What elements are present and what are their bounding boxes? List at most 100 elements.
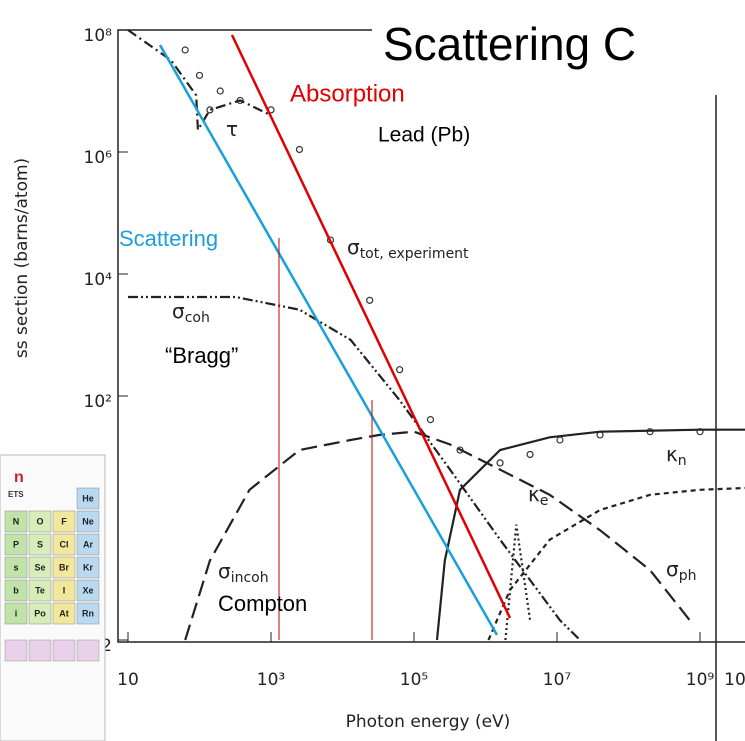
- series-label: τ: [226, 117, 238, 141]
- pt-symbol: O: [36, 516, 43, 526]
- pt-symbol: F: [61, 516, 67, 526]
- pt-cell: [76, 556, 100, 579]
- pt-cell: [28, 579, 52, 602]
- series-subscript: n: [678, 453, 687, 469]
- pt-cell: [76, 487, 100, 510]
- pt-cell: [4, 510, 28, 533]
- pt-cell: [4, 533, 28, 556]
- series-label: κn: [666, 442, 687, 470]
- y-tick-label: 10⁴: [84, 270, 113, 290]
- pt-symbol: P: [13, 539, 19, 549]
- x-tick-label: 10: [724, 670, 745, 690]
- pt-cell: [52, 510, 76, 533]
- pt-symbol: Se: [34, 562, 45, 572]
- series-label: σcoh: [172, 299, 210, 327]
- data-point: [216, 87, 224, 95]
- annotation: Lead (Pb): [378, 124, 470, 147]
- series-label: κe: [528, 482, 548, 510]
- data-point: [496, 459, 504, 467]
- pt-symbol: N: [13, 516, 20, 526]
- pt-cell: [4, 579, 28, 602]
- slide-title: Scattering C: [383, 18, 636, 70]
- pt-cell: [28, 602, 52, 625]
- pt-symbol: i: [15, 608, 18, 618]
- series-symbol: κ: [528, 482, 540, 506]
- series-line: [127, 29, 272, 134]
- plot-frame: [117, 29, 745, 643]
- data-point: [181, 46, 189, 54]
- y-tick-label: 10⁶: [84, 148, 113, 168]
- series-symbol: κ: [666, 442, 678, 466]
- pt-symbol: b: [13, 585, 19, 595]
- pt-cell: [4, 639, 28, 662]
- pt-symbol: Cl: [60, 539, 69, 549]
- pt-cell: [28, 510, 52, 533]
- absorption-line: [230, 34, 512, 619]
- annotation: Compton: [218, 591, 307, 616]
- pt-symbol: Ne: [82, 516, 94, 526]
- pt-cell: [52, 533, 76, 556]
- x-tick-label: 10: [117, 670, 139, 690]
- data-point: [526, 450, 534, 459]
- pt-cell: [52, 602, 76, 625]
- data-point: [396, 366, 404, 374]
- series-symbol: τ: [226, 117, 238, 141]
- pt-cell: [76, 639, 100, 662]
- pt-cell: [4, 602, 28, 625]
- pt-cell: [28, 639, 52, 662]
- series-symbol: σ: [347, 235, 360, 259]
- series-label: σtot, experiment: [347, 235, 469, 263]
- title-box: [372, 0, 745, 92]
- scattering-line: [158, 44, 499, 636]
- y-tick-label: 2: [101, 636, 112, 656]
- y-tick-label: 10²: [84, 392, 112, 412]
- data-point: [426, 416, 435, 424]
- pt-symbol: Ar: [83, 539, 93, 549]
- series-subscript: ph: [679, 568, 697, 584]
- series-subscript: tot, experiment: [360, 246, 469, 262]
- pt-subheader: ETS: [8, 490, 24, 499]
- pt-symbol: At: [59, 608, 69, 618]
- y-tick-label: 10⁸: [84, 26, 113, 46]
- pt-cell: [28, 533, 52, 556]
- pt-symbol: Te: [35, 585, 45, 595]
- series-subscript: incoh: [231, 570, 269, 586]
- x-tick-label: 10⁷: [543, 670, 572, 690]
- annotation: “Bragg”: [165, 343, 238, 368]
- annotation: Absorption: [290, 80, 405, 107]
- data-point: [295, 145, 304, 154]
- series-label: σph: [666, 557, 696, 585]
- pt-symbol: He: [82, 493, 94, 503]
- data-point: [556, 436, 564, 444]
- data-point: [366, 296, 374, 304]
- series-symbol: σ: [666, 557, 679, 581]
- series-label: σincoh: [218, 559, 269, 587]
- annotations: Absorption Lead (Pb) Scattering “Bragg” Comp…: [119, 80, 470, 615]
- series-subscript: coh: [185, 310, 210, 326]
- series-symbol: σ: [218, 559, 231, 583]
- pt-header: n: [14, 469, 24, 486]
- series-symbol: σ: [172, 299, 185, 323]
- pt-symbol: Br: [59, 562, 69, 572]
- pt-symbol: Xe: [82, 585, 93, 595]
- series-line: [487, 486, 745, 641]
- periodic-table: n ETS He N O F Ne P S Cl Ar s Se Br Kr b Te I Xe i Po At Rn: [0, 454, 106, 741]
- pt-cell: [4, 556, 28, 579]
- x-axis-label: Photon energy (eV): [346, 712, 511, 732]
- series-subscript: e: [540, 493, 549, 509]
- series-line: [504, 524, 532, 641]
- series-line: [184, 430, 691, 641]
- pt-symbol: I: [63, 585, 66, 595]
- pt-symbol: S: [37, 539, 43, 549]
- pt-cell: [76, 579, 100, 602]
- data-point: [206, 106, 214, 114]
- x-tick-label: 10⁵: [400, 670, 428, 690]
- pt-cell: [76, 533, 100, 556]
- pt-cell: [76, 510, 100, 533]
- y-axis-label: ss section (barns/atom): [12, 158, 32, 358]
- pt-symbol: Po: [34, 608, 46, 618]
- x-tick-label: 10⁹: [686, 670, 715, 690]
